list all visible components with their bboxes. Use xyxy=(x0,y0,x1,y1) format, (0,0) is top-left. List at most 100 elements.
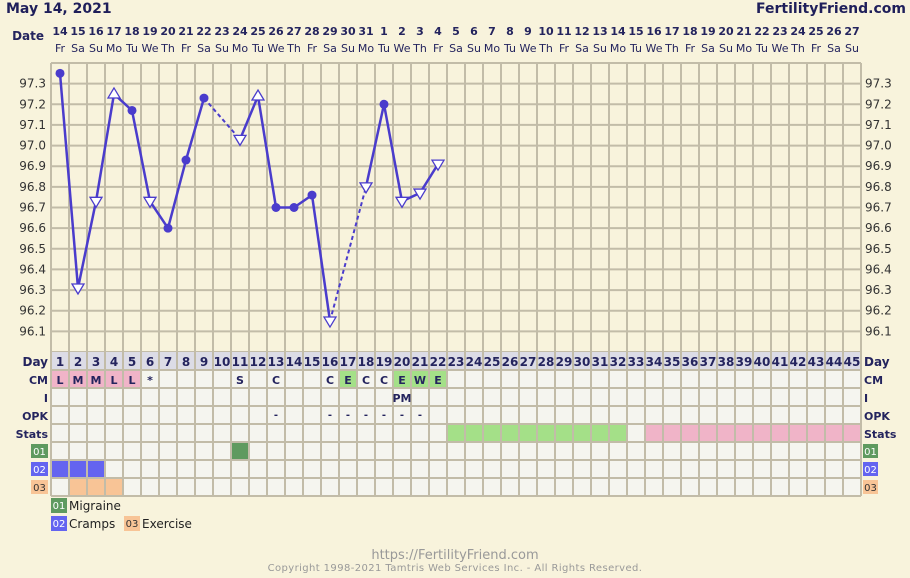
cm-value: S xyxy=(236,374,244,387)
cycle-day-number: 17 xyxy=(340,355,357,369)
y-tick-left: 96.5 xyxy=(19,242,46,256)
temp-point-triangle-down xyxy=(358,182,374,195)
cycle-day-number: 16 xyxy=(322,355,339,369)
weekday-tick: Su xyxy=(89,42,103,55)
weekday-tick: Su xyxy=(467,42,481,55)
temp-point-triangle-down xyxy=(322,316,338,329)
date-tick: 2 xyxy=(398,25,406,38)
cycle-day-number: 39 xyxy=(736,355,753,369)
cm-cell-menses xyxy=(87,370,105,388)
weekday-tick: We xyxy=(142,42,159,55)
weekday-tick: We xyxy=(394,42,411,55)
weekday-tick: Th xyxy=(790,42,805,55)
y-tick-left: 96.3 xyxy=(19,283,46,297)
date-tick: 9 xyxy=(524,25,532,38)
cycle-day-number: 11 xyxy=(232,355,249,369)
symptom-code-badge-right xyxy=(863,462,878,476)
symptom-code: 02 xyxy=(33,465,46,476)
stats-cell-green xyxy=(555,424,573,442)
cycle-day-number: 41 xyxy=(772,355,789,369)
symptom-code: 01 xyxy=(33,447,46,458)
date-tick: 18 xyxy=(124,25,139,38)
legend-badge-01 xyxy=(51,498,67,513)
date-tick: 29 xyxy=(322,25,337,38)
symptom-cell-03 xyxy=(105,478,123,496)
cm-value: C xyxy=(380,374,388,387)
temp-point-triangle-down xyxy=(394,196,410,209)
temp-line-segment xyxy=(418,163,440,194)
stats-cell-pink xyxy=(789,424,807,442)
cm-value: L xyxy=(110,374,117,387)
temp-line-segment xyxy=(58,73,80,289)
cm-value: * xyxy=(147,374,153,387)
footer-url[interactable]: https://FertilityFriend.com xyxy=(371,548,539,563)
y-tick-left: 96.1 xyxy=(19,324,46,338)
y-tick-left: 96.8 xyxy=(19,180,46,194)
weekday-tick: Su xyxy=(845,42,859,55)
date-tick: 13 xyxy=(592,25,607,38)
y-tick-left: 97.3 xyxy=(19,77,46,91)
date-tick: 15 xyxy=(628,25,643,38)
cycle-day-number: 40 xyxy=(754,355,771,369)
row-label-right-3: OPK xyxy=(864,410,890,423)
legend-symptom-name: Cramps xyxy=(69,517,115,531)
cycle-day-number: 10 xyxy=(214,355,231,369)
cycle-day-number: 32 xyxy=(610,355,627,369)
date-tick: 21 xyxy=(736,25,751,38)
symptom-cell-01 xyxy=(231,442,249,460)
legend-symptom-name: Exercise xyxy=(142,517,192,531)
date-tick: 23 xyxy=(214,25,229,38)
cm-cell-menses xyxy=(69,370,87,388)
date-tick: 18 xyxy=(682,25,697,38)
temp-line-segment xyxy=(130,110,152,202)
symptom-code-right: 03 xyxy=(864,483,877,494)
cycle-day-number: 4 xyxy=(110,355,118,369)
date-tick: 14 xyxy=(52,25,68,38)
date-tick: 4 xyxy=(434,25,442,38)
cycle-day-number: 25 xyxy=(484,355,501,369)
stats-cell-green xyxy=(591,424,609,442)
temp-point-triangle-down xyxy=(430,159,446,172)
cycle-day-number: 30 xyxy=(574,355,591,369)
temp-point-triangle-down xyxy=(88,196,104,209)
cm-cell-menses xyxy=(51,370,69,388)
legend-badge-02 xyxy=(51,516,67,531)
stats-cell-pink xyxy=(843,424,861,442)
date-tick: 20 xyxy=(718,25,734,38)
cm-value: L xyxy=(128,374,135,387)
brand-logo[interactable]: FertilityFriend.com xyxy=(756,1,906,17)
temp-point-dot xyxy=(289,203,299,212)
table-row-bg xyxy=(51,388,861,406)
cycle-day-number: 21 xyxy=(412,355,429,369)
cycle-day-number: 18 xyxy=(358,355,375,369)
y-tick-right: 96.7 xyxy=(865,201,892,215)
cycle-day-number: 9 xyxy=(200,355,208,369)
cycle-day-number: 29 xyxy=(556,355,573,369)
cm-cell-menses xyxy=(105,370,123,388)
opk-value: - xyxy=(328,410,332,421)
stats-cell-green xyxy=(501,424,519,442)
y-tick-left: 97.2 xyxy=(19,97,46,111)
temp-point-triangle-down xyxy=(232,134,248,147)
y-tick-right: 96.4 xyxy=(865,262,892,276)
cycle-day-number: 2 xyxy=(74,355,82,369)
cycle-day-number: 3 xyxy=(92,355,100,369)
table-row-bg xyxy=(51,406,861,424)
date-tick: 23 xyxy=(772,25,787,38)
stats-cell-pink xyxy=(807,424,825,442)
y-tick-left: 96.7 xyxy=(19,201,46,215)
date-tick: 15 xyxy=(70,25,85,38)
stats-cell-pink xyxy=(645,424,663,442)
date-label: Date xyxy=(12,29,44,43)
temp-point-dot xyxy=(55,68,65,78)
temp-line-segment xyxy=(329,186,367,322)
stats-cell-green xyxy=(483,424,501,442)
cycle-day-number: 24 xyxy=(466,355,483,369)
intercourse-value: PM xyxy=(392,392,411,405)
y-tick-left: 96.9 xyxy=(19,159,46,173)
row-label-1: CM xyxy=(29,374,48,387)
cm-cell-fertile xyxy=(339,370,357,388)
y-tick-right: 96.9 xyxy=(865,159,892,173)
cm-value: C xyxy=(272,374,280,387)
weekday-tick: Mo xyxy=(106,42,122,55)
